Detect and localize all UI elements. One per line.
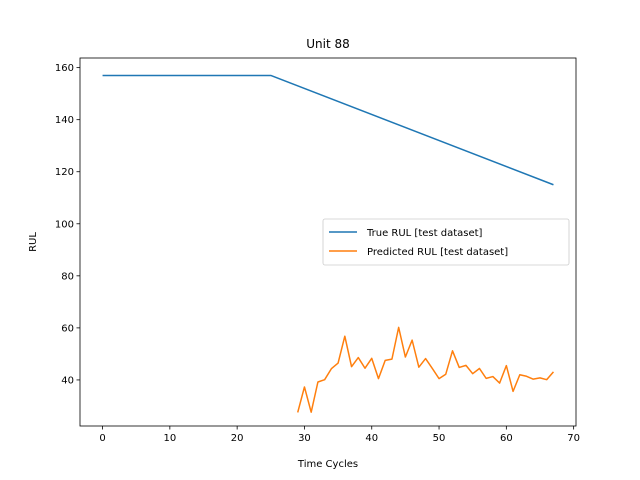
y-axis: 40 60 80 100 120 140 160 <box>55 63 80 386</box>
x-tick-label: 10 <box>163 433 176 444</box>
x-axis: 0 10 20 30 40 50 60 70 <box>99 426 580 444</box>
series-line-predicted-rul <box>296 326 555 413</box>
y-tick-label: 80 <box>61 271 74 282</box>
legend-box <box>322 218 570 266</box>
chart-title: Unit 88 <box>306 37 350 51</box>
y-tick-label: 100 <box>55 219 74 230</box>
y-tick-label: 160 <box>55 63 74 74</box>
x-tick-label: 60 <box>500 433 513 444</box>
series-line-true-rul <box>102 74 554 186</box>
y-tick-label: 40 <box>61 375 74 386</box>
x-tick-label: 70 <box>567 433 580 444</box>
y-tick-label: 120 <box>55 167 74 178</box>
x-tick-label: 20 <box>231 433 244 444</box>
plot-frame <box>79 57 577 427</box>
x-tick-label: 0 <box>99 433 105 444</box>
legend: True RUL [test dataset] Predicted RUL [te… <box>322 218 570 266</box>
x-axis-title: Time Cycles <box>297 459 358 470</box>
y-tick-label: 60 <box>61 323 74 334</box>
y-tick-label: 140 <box>55 115 74 126</box>
legend-entry: True RUL [test dataset] <box>366 228 483 239</box>
legend-entry: Predicted RUL [test dataset] <box>367 247 508 258</box>
plot-lines <box>102 74 555 413</box>
x-tick-label: 50 <box>433 433 446 444</box>
y-axis-title: RUL <box>28 232 39 252</box>
x-tick-label: 30 <box>298 433 311 444</box>
x-tick-label: 40 <box>365 433 378 444</box>
